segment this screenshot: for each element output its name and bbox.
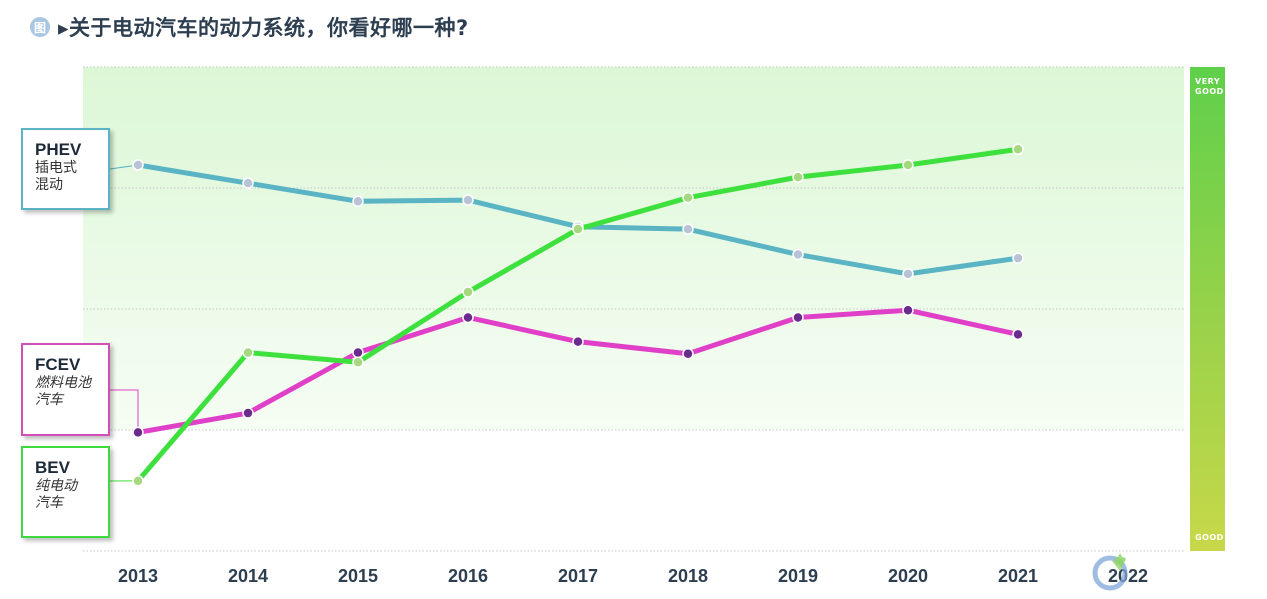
point-bev-2019 — [792, 171, 804, 183]
x-tick-2022: 2022 — [1107, 566, 1149, 586]
point-phev-2020 — [902, 268, 914, 280]
point-bev-2021 — [1012, 143, 1024, 156]
point-phev-2016 — [462, 194, 474, 206]
x-tick-2018: 2018 — [667, 566, 709, 586]
x-tick-2015: 2015 — [337, 566, 379, 586]
point-fcev-2014 — [242, 407, 254, 419]
scale-top-label: VERY GOOD — [1195, 77, 1224, 96]
point-fcev-2015 — [352, 346, 364, 359]
point-phev-2021 — [1012, 252, 1024, 264]
point-fcev-2021 — [1012, 328, 1024, 341]
grid-lines — [83, 66, 1184, 552]
point-phev-2019 — [792, 248, 804, 261]
plot-background — [83, 67, 1184, 430]
legend-code-fcev: FCEV — [35, 355, 81, 374]
point-bev-2020 — [902, 159, 914, 171]
point-fcev-2016 — [462, 311, 474, 324]
point-fcev-2018 — [682, 348, 694, 360]
point-fcev-2020 — [902, 304, 914, 316]
x-tick-2019: 2019 — [777, 566, 819, 586]
x-tick-2013: 2013 — [117, 566, 159, 586]
point-bev-2018 — [682, 191, 694, 204]
point-bev-2017 — [572, 223, 584, 235]
point-bev-2015 — [352, 356, 364, 368]
legend-desc-bev: 纯电动 汽车 — [35, 478, 77, 511]
x-tick-2014: 2014 — [227, 566, 269, 586]
legend-desc-phev: 插电式 混动 — [35, 160, 77, 193]
point-phev-2018 — [682, 223, 694, 235]
legend-box-fcev: FCEV 燃料电池 汽车 — [21, 343, 110, 436]
x-tick-2016: 2016 — [447, 566, 489, 586]
x-tick-2017: 2017 — [557, 566, 599, 586]
connector-fcev — [110, 389, 139, 433]
title-row: 图 ▸关于电动汽车的动力系统，你看好哪一种? — [30, 12, 469, 42]
point-bev-2013 — [132, 475, 144, 487]
legend-code-bev: BEV — [35, 458, 70, 477]
legend-box-phev: PHEV 插电式 混动 — [21, 128, 110, 210]
point-fcev-2017 — [572, 335, 584, 348]
figure-icon: 图 — [30, 17, 50, 37]
chart-title: ▸关于电动汽车的动力系统，你看好哪一种? — [58, 16, 469, 40]
x-tick-2020: 2020 — [887, 566, 929, 586]
point-fcev-2019 — [792, 311, 804, 324]
point-phev-2013 — [132, 159, 144, 171]
point-bev-2014 — [242, 346, 254, 359]
watermark-logo-icon — [1092, 553, 1128, 591]
legend-box-bev: BEV 纯电动 汽车 — [21, 446, 110, 538]
point-phev-2015 — [352, 195, 364, 208]
point-phev-2014 — [242, 177, 254, 189]
x-tick-2021: 2021 — [997, 566, 1039, 586]
point-fcev-2013 — [132, 426, 144, 439]
point-bev-2016 — [462, 286, 474, 298]
scale-bar — [1190, 67, 1225, 551]
series-layer — [132, 143, 1024, 487]
legend-desc-fcev: 燃料电池 汽车 — [35, 375, 91, 408]
legend-code-phev: PHEV — [35, 140, 82, 159]
scale-bottom-label: GOOD — [1195, 533, 1224, 542]
